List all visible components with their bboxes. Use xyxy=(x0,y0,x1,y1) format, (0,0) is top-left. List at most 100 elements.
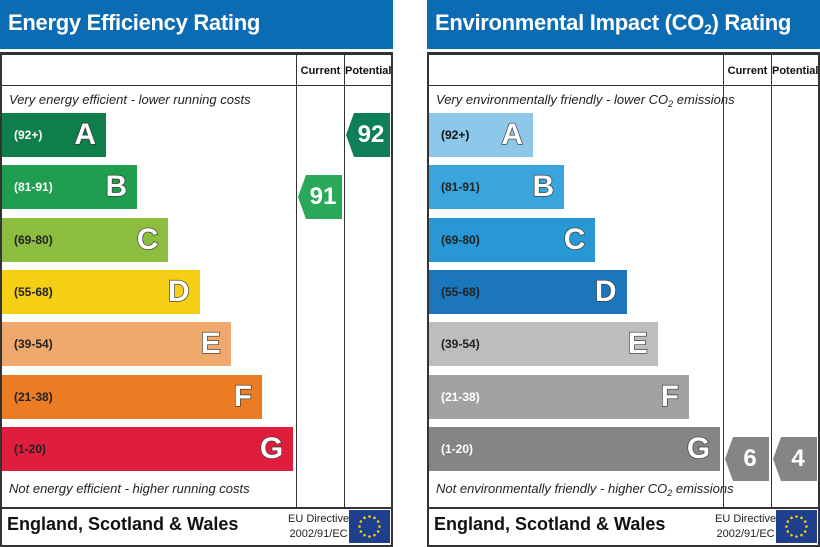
current-marker-shape xyxy=(725,436,769,481)
potential-marker-shape xyxy=(773,436,817,481)
top-note: Very environmentally friendly - lower CO… xyxy=(436,92,735,109)
band-letter: C xyxy=(136,222,159,256)
eu-star xyxy=(803,530,807,533)
rating-band-b: (81-91) B xyxy=(2,165,138,210)
footer-divider xyxy=(429,507,818,509)
region-label: England, Scotland & Wales xyxy=(7,514,239,534)
potential-column-header: Potential xyxy=(345,65,392,77)
band-range-label: (21-38) xyxy=(14,389,53,404)
current-rating-marker: 6 xyxy=(725,436,769,481)
current-marker-arrow xyxy=(298,175,342,220)
current-marker-arrow xyxy=(725,436,769,481)
energy-title-text: Energy Efficiency Rating xyxy=(8,10,260,35)
rating-band-g: (1-20) G xyxy=(2,426,294,471)
band-letter: B xyxy=(105,170,128,204)
eu-star xyxy=(786,520,790,523)
band-range-label: (69-80) xyxy=(441,232,480,247)
band-range-label: (92+) xyxy=(14,128,43,142)
eu-star xyxy=(368,535,371,538)
band-range-label: (92+) xyxy=(441,128,470,142)
band-letter: G xyxy=(259,431,284,465)
bottom-note-subscript: 2 xyxy=(667,488,673,498)
env-title-subscript: 2 xyxy=(704,21,712,37)
eu-directive-line2: 2002/91/EC xyxy=(289,528,348,540)
current-marker-shape xyxy=(298,175,342,220)
rating-band-f: (21-38) F xyxy=(429,374,689,419)
eu-star xyxy=(378,525,381,528)
eu-star xyxy=(359,520,363,523)
eu-star xyxy=(358,525,361,528)
eu-star xyxy=(363,516,366,520)
band-range-label: (1-20) xyxy=(441,441,474,456)
eu-star xyxy=(363,533,366,537)
eu-directive-line1: EU Directive xyxy=(715,513,777,525)
column-divider xyxy=(296,55,297,509)
eu-star xyxy=(373,516,376,520)
band-letter: G xyxy=(686,431,711,465)
potential-marker-shape xyxy=(346,113,390,157)
band-range-label: (69-80) xyxy=(14,232,53,247)
environmental-chart-frame: Current Potential Very environmentally f… xyxy=(427,52,820,547)
environmental-impact-panel: Environmental Impact (CO2) Rating Curren… xyxy=(427,0,820,547)
eu-star xyxy=(795,535,798,538)
eu-star xyxy=(800,516,803,520)
band-range-label: (55-68) xyxy=(14,284,53,299)
rating-band-b: (81-91) B xyxy=(429,165,565,210)
rating-band-a: (92+) A xyxy=(2,113,106,157)
eu-directive-line2: 2002/91/EC xyxy=(716,528,775,540)
rating-band-c: (69-80) C xyxy=(429,217,596,262)
column-divider xyxy=(344,55,345,509)
band-range-label: (81-91) xyxy=(14,180,53,195)
footer-divider xyxy=(2,507,391,509)
band-range-label: (1-20) xyxy=(14,441,47,456)
current-rating-value: 91 xyxy=(309,183,337,211)
energy-title: Energy Efficiency Rating xyxy=(0,0,393,49)
band-range-label: (39-54) xyxy=(441,337,480,352)
potential-marker-arrow xyxy=(346,113,390,157)
rating-band-e: (39-54) E xyxy=(2,322,231,367)
potential-rating-marker: 92 xyxy=(346,113,390,157)
top-note-text-end: emissions xyxy=(673,92,735,107)
rating-band-e: (39-54) E xyxy=(429,322,658,367)
band-letter: F xyxy=(233,379,253,413)
eu-directive: EU Directive 2002/91/EC xyxy=(715,512,776,542)
environmental-title: Environmental Impact (CO2) Rating xyxy=(427,0,820,49)
eu-star xyxy=(785,525,788,528)
eu-stars-icon xyxy=(358,515,381,538)
potential-column-header: Potential xyxy=(772,65,819,77)
eu-directive: EU Directive 2002/91/EC xyxy=(288,512,349,542)
band-letter: A xyxy=(74,117,97,151)
eu-flag-icon xyxy=(349,510,390,543)
current-column-header: Current xyxy=(300,65,341,77)
bottom-note-text-end: emissions xyxy=(672,481,734,496)
header-divider xyxy=(2,85,391,86)
eu-star xyxy=(790,533,793,537)
eu-star xyxy=(803,520,807,523)
band-letter: B xyxy=(532,170,555,204)
rating-band-d: (55-68) D xyxy=(429,269,627,314)
band-range-label: (81-91) xyxy=(441,180,480,195)
potential-rating-value: 92 xyxy=(357,121,385,148)
env-title-text-end: ) Rating xyxy=(711,10,792,35)
eu-star xyxy=(786,530,790,533)
eu-stars-icon xyxy=(785,515,808,538)
eu-star xyxy=(376,530,380,533)
energy-chart-frame: Current Potential Very energy efficient … xyxy=(0,52,393,547)
band-range-label: (21-38) xyxy=(441,389,480,404)
eu-star xyxy=(373,533,376,537)
eu-directive-line1: EU Directive xyxy=(288,513,350,525)
rating-band-d: (55-68) D xyxy=(2,269,200,314)
env-title-text: Environmental Impact (CO xyxy=(435,10,705,35)
potential-rating-marker: 4 xyxy=(773,436,817,481)
band-letter: F xyxy=(660,379,680,413)
top-note-subscript: 2 xyxy=(668,99,674,109)
current-rating-value: 6 xyxy=(743,444,757,472)
band-letter: C xyxy=(563,222,586,256)
current-column-header: Current xyxy=(727,65,768,77)
bottom-note-text: Not environmentally friendly - higher CO xyxy=(436,481,668,496)
rating-band-g: (1-20) G xyxy=(429,426,721,471)
potential-rating-value: 4 xyxy=(791,444,805,472)
current-rating-marker: 91 xyxy=(298,175,342,220)
band-range-label: (39-54) xyxy=(14,337,53,352)
bottom-note: Not energy efficient - higher running co… xyxy=(9,481,250,496)
